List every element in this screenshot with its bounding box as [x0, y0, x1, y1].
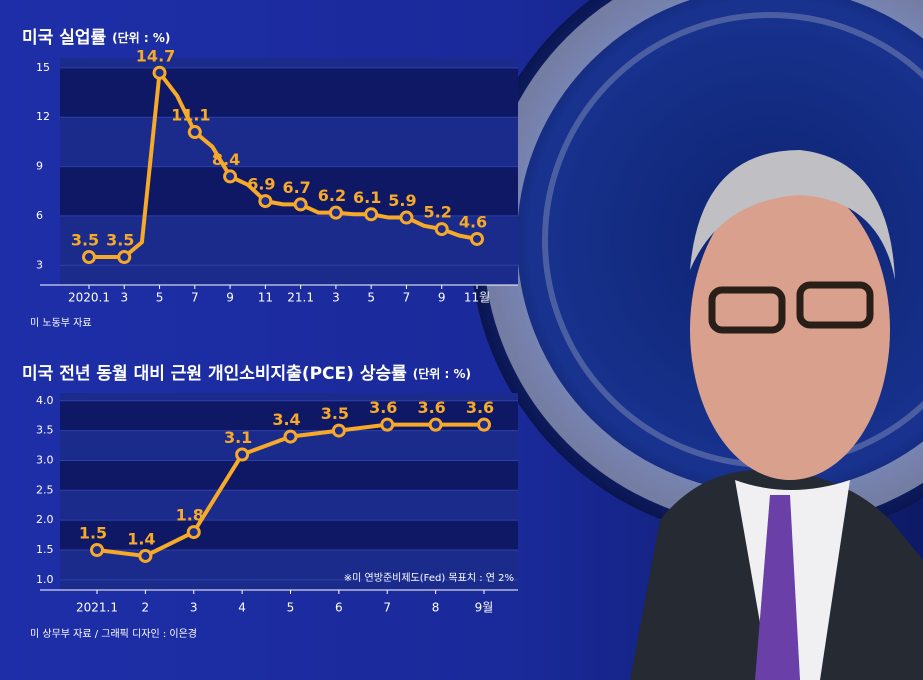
- x-tick-label: 8: [432, 601, 440, 615]
- x-tick-label: 7: [403, 291, 411, 305]
- x-tick-label: 3: [332, 291, 340, 305]
- y-tick-label: 12: [36, 110, 50, 123]
- marker: [186, 525, 201, 540]
- photo: [470, 0, 923, 680]
- x-tick-label: 3: [190, 601, 198, 615]
- marker: [399, 210, 414, 225]
- x-tick-label: 5: [367, 291, 375, 305]
- x-tick-label: 5: [287, 601, 295, 615]
- x-tick-label: 7: [383, 601, 391, 615]
- marker: [380, 417, 395, 432]
- value-label: 3.1: [224, 428, 252, 447]
- charts: 미국 실업률 (단위 : %) 3 6 9 12 15 2020.1 3.5 3 3.5 5 14.7 7…: [22, 28, 518, 640]
- marker: [152, 65, 167, 80]
- marker: [187, 125, 202, 140]
- x-tick-label: 5: [156, 291, 164, 305]
- band: [60, 460, 518, 491]
- y-tick-label: 6: [36, 209, 43, 222]
- y-tick-label: 15: [36, 61, 50, 74]
- value-label: 3.4: [272, 410, 300, 429]
- value-label: 6.9: [247, 175, 275, 194]
- y-tick-label: 3.0: [36, 453, 54, 466]
- marker: [138, 548, 153, 563]
- x-tick-label: 9: [438, 291, 446, 305]
- source: 미 노동부 자료: [30, 317, 92, 329]
- glasses: [796, 281, 874, 329]
- x-tick-label: 21.1: [287, 291, 314, 305]
- marker: [328, 205, 343, 220]
- value-label: 5.2: [424, 203, 452, 222]
- marker: [82, 250, 96, 265]
- value-label: 6.1: [353, 188, 381, 207]
- unit-text: (단위 : %): [413, 366, 471, 381]
- x-tick-label: 2021.1: [76, 601, 118, 615]
- marker: [223, 169, 238, 184]
- marker: [428, 417, 443, 432]
- y-tick-label: 1.0: [36, 573, 54, 586]
- band: [60, 166, 518, 216]
- value-label: 6.2: [318, 186, 346, 205]
- x-tick-label: 4: [238, 601, 246, 615]
- tie: [755, 495, 800, 680]
- marker: [293, 197, 308, 212]
- marker: [364, 207, 379, 222]
- glasses: [708, 286, 786, 334]
- band: [60, 67, 518, 118]
- face: [690, 180, 890, 480]
- y-tick-label: 9: [36, 160, 43, 173]
- annotation: ※미 연방준비제도(Fed) 목표치 : 연 2%: [344, 572, 514, 584]
- value-label: 1.8: [176, 506, 204, 525]
- x-tick-label: 6: [335, 601, 343, 615]
- x-tick-label: 2: [142, 601, 150, 615]
- x-tick-label: 9: [226, 291, 234, 305]
- y-tick-label: 3.5: [36, 424, 54, 437]
- y-tick-label: 4.0: [36, 394, 54, 407]
- title-text: 미국 전년 동월 대비 근원 개인소비지출(PCE) 상승률: [22, 364, 407, 384]
- marker: [258, 194, 273, 209]
- x-tick-label: 3: [120, 291, 128, 305]
- value-label: 3.6: [417, 398, 445, 417]
- value-label: 3.5: [106, 231, 134, 250]
- value-label: 3.6: [369, 398, 397, 417]
- x-tick-label: 2020.1: [68, 291, 110, 305]
- x-tick-label: 11: [258, 291, 273, 305]
- marker: [283, 429, 298, 444]
- unit-text: (단위 : %): [112, 30, 170, 45]
- chart-title: 미국 전년 동월 대비 근원 개인소비지출(PCE) 상승률 (단위 : %): [22, 364, 471, 384]
- value-label: 14.7: [136, 46, 175, 65]
- y-tick-label: 2.0: [36, 513, 54, 526]
- value-label: 6.7: [282, 178, 310, 197]
- marker: [331, 423, 346, 438]
- value-label: 1.4: [127, 529, 155, 548]
- y-tick-label: 3: [36, 258, 43, 271]
- value-label: 3.5: [71, 231, 99, 250]
- x-tick-label: 7: [191, 291, 199, 305]
- y-tick-label: 2.5: [36, 483, 54, 496]
- band: [60, 520, 518, 551]
- value-label: 3.6: [466, 398, 494, 417]
- marker: [477, 417, 491, 432]
- value-label: 11.1: [171, 106, 210, 125]
- marker: [90, 543, 104, 558]
- marker: [434, 222, 449, 237]
- value-label: 4.6: [459, 212, 487, 231]
- hair: [690, 150, 895, 280]
- x-tick-label: 9월: [475, 601, 494, 615]
- title-text: 미국 실업률: [22, 28, 106, 48]
- marker: [470, 231, 484, 246]
- marker: [117, 250, 132, 265]
- value-label: 5.9: [388, 191, 416, 210]
- source: 미 상무부 자료 / 그래픽 디자인 : 이은경: [30, 627, 197, 640]
- y-tick-label: 1.5: [36, 543, 54, 556]
- chart-title: 미국 실업률 (단위 : %): [22, 28, 170, 48]
- value-label: 3.5: [321, 404, 349, 423]
- value-label: 1.5: [79, 524, 107, 543]
- marker: [235, 447, 250, 462]
- x-tick-label: 11월: [464, 291, 490, 305]
- value-label: 8.4: [212, 150, 240, 169]
